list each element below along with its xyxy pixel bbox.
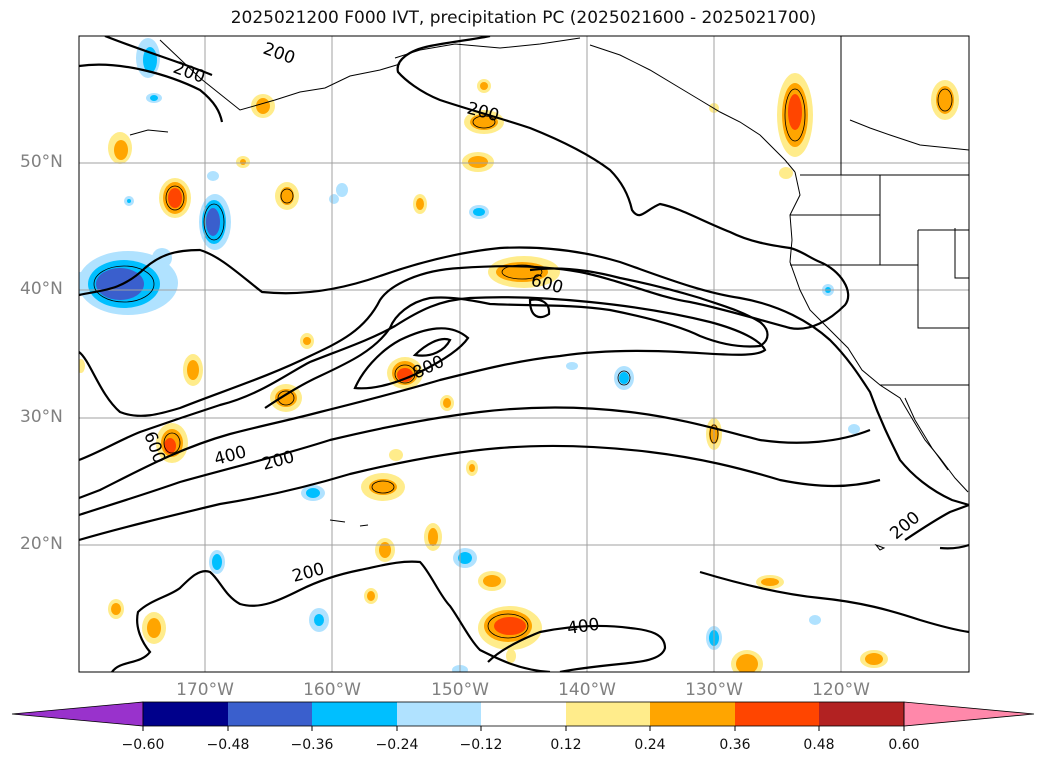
colorbar-tick-label: −0.60	[121, 737, 165, 753]
colorbar-segment	[228, 702, 312, 726]
ivt-contours	[79, 36, 969, 672]
lon-tick-label: 140°W	[558, 680, 616, 700]
colorbar-tick-label: −0.36	[290, 737, 334, 753]
lat-tick-label: 30°N	[20, 407, 63, 427]
colorbar-segment	[397, 702, 481, 726]
lon-tick-label: 160°W	[303, 680, 361, 700]
colorbar-segment	[819, 702, 904, 726]
colorbar-extend-high	[903, 701, 1035, 727]
contour-label: 400	[566, 615, 601, 639]
colorbar-tick-label: 0.24	[634, 737, 666, 753]
colorbar-segment	[143, 702, 228, 726]
map-panel	[79, 36, 969, 672]
coastlines	[129, 36, 969, 551]
colorbar-segment	[735, 702, 819, 726]
lon-tick-label: 130°W	[685, 680, 743, 700]
colorbar-tick-label: 0.36	[719, 737, 751, 753]
precip-outlines	[93, 88, 953, 639]
colorbar-tick-label: 0.60	[888, 737, 920, 753]
lat-tick-label: 50°N	[20, 152, 63, 172]
lon-tick-label: 150°W	[431, 680, 489, 700]
colorbar-segment	[650, 702, 735, 726]
precip-anomaly-shading	[79, 38, 959, 672]
colorbar-segment	[481, 702, 566, 726]
colorbar-tick-label: 0.48	[803, 737, 835, 753]
lat-tick-label: 20°N	[20, 534, 63, 554]
lon-tick-label: 170°W	[176, 680, 234, 700]
colorbar-extend-low	[11, 701, 144, 727]
colorbar-segment	[566, 702, 650, 726]
lat-tick-label: 40°N	[20, 279, 63, 299]
colorbar-tick-label: −0.48	[206, 737, 250, 753]
colorbar-tick-label: 0.12	[550, 737, 582, 753]
colorbar-segment	[312, 702, 397, 726]
colorbar-tick-label: −0.24	[375, 737, 419, 753]
lon-tick-label: 120°W	[812, 680, 870, 700]
colorbar-tick-label: −0.12	[459, 737, 503, 753]
map-frame	[78, 35, 970, 673]
figure-title: 2025021200 F000 IVT, precipitation PC (2…	[230, 8, 817, 28]
colorbar	[11, 701, 1035, 731]
